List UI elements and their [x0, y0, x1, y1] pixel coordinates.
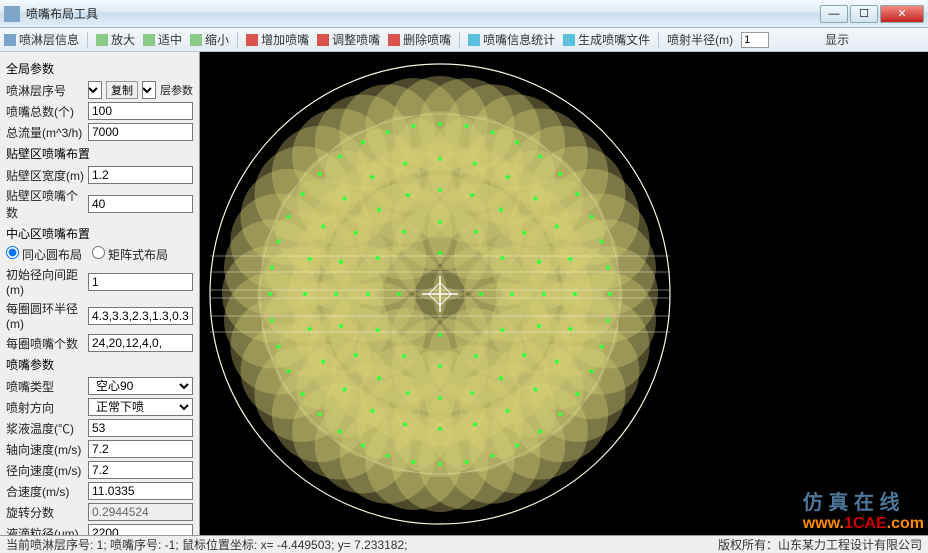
- layer-param-suffix: 层参数: [160, 82, 193, 98]
- spin-input[interactable]: [88, 503, 193, 521]
- tb-zoom-out-label: 缩小: [205, 31, 229, 48]
- tb-adjust-nozzle[interactable]: 调整喷嘴: [317, 31, 380, 48]
- layer-no-label: 喷淋层序号: [6, 82, 84, 99]
- tb-stats[interactable]: 喷嘴信息统计: [468, 31, 555, 48]
- canvas[interactable]: [200, 52, 928, 535]
- list-icon: [4, 34, 16, 46]
- statusbar: 当前喷淋层序号: 1; 喷嘴序号: -1; 鼠标位置坐标: x= -4.4495…: [0, 535, 928, 553]
- zoom-in-icon: [96, 34, 108, 46]
- total-flow-label: 总流量(m^3/h): [6, 124, 84, 141]
- total-flow-input[interactable]: [88, 123, 193, 141]
- slurry-temp-label: 浆液温度(℃): [6, 420, 84, 437]
- fit-icon: [143, 34, 155, 46]
- app-icon: [4, 6, 20, 22]
- nozzle-header: 喷嘴参数: [6, 356, 193, 373]
- tb-add-nozzle[interactable]: 增加喷嘴: [246, 31, 309, 48]
- layout-concentric[interactable]: 同心圆布局: [6, 246, 82, 263]
- copy-button[interactable]: 复制: [106, 81, 138, 99]
- tb-del-label: 删除喷嘴: [403, 31, 451, 48]
- init-gap-label: 初始径向间距(m): [6, 266, 84, 297]
- status-left: 当前喷淋层序号: 1; 喷嘴序号: -1; 鼠标位置坐标: x= -4.4495…: [6, 536, 407, 553]
- drop-label: 液滴粒径(um): [6, 525, 84, 536]
- layout-matrix-label: 矩阵式布局: [108, 248, 168, 262]
- tb-zoom-fit[interactable]: 适中: [143, 31, 182, 48]
- nozzle-type-select[interactable]: 空心90: [88, 377, 193, 395]
- tb-zoom-in-label: 放大: [111, 31, 135, 48]
- zoom-out-icon: [190, 34, 202, 46]
- plus-icon: [246, 34, 258, 46]
- layer-no-select[interactable]: 1: [88, 81, 102, 99]
- tb-layer-info[interactable]: 喷淋层信息: [4, 31, 79, 48]
- window-controls: — ☐ ✕: [820, 5, 924, 23]
- tb-export-label: 生成喷嘴文件: [578, 31, 650, 48]
- show-label[interactable]: 显示: [825, 31, 849, 48]
- radial-v-input[interactable]: [88, 461, 193, 479]
- wall-width-label: 贴壁区宽度(m): [6, 167, 84, 184]
- center-header: 中心区喷嘴布置: [6, 225, 193, 242]
- wall-width-input[interactable]: [88, 166, 193, 184]
- stats-icon: [468, 34, 480, 46]
- ring-cnt-input[interactable]: [88, 334, 193, 352]
- toolbar: 喷淋层信息 放大 适中 缩小 增加喷嘴 调整喷嘴 删除喷嘴 喷嘴信息统计 生成喷…: [0, 28, 928, 52]
- tb-zoom-fit-label: 适中: [158, 31, 182, 48]
- close-button[interactable]: ✕: [880, 5, 924, 23]
- total-cnt-label: 喷嘴总数(个): [6, 103, 84, 120]
- total-v-input[interactable]: [88, 482, 193, 500]
- spray-layout-svg: [200, 52, 928, 535]
- total-cnt-input[interactable]: [88, 102, 193, 120]
- tb-delete-nozzle[interactable]: 删除喷嘴: [388, 31, 451, 48]
- tb-add-label: 增加喷嘴: [261, 31, 309, 48]
- watermark: 仿 真 在 线 www.1CAE.com: [803, 486, 924, 533]
- watermark-cn: 仿 真 在 线: [803, 486, 924, 515]
- spray-dir-select[interactable]: 正常下喷: [88, 398, 193, 416]
- minimize-button[interactable]: —: [820, 5, 848, 23]
- nozzle-type-label: 喷嘴类型: [6, 378, 84, 395]
- layer-param-select[interactable]: 1: [142, 81, 156, 99]
- ring-r-label: 每圈圆环半径(m): [6, 300, 84, 331]
- window-title: 喷嘴布局工具: [26, 5, 820, 22]
- watermark-url: www.1CAE.com: [803, 515, 924, 533]
- status-right: 版权所有：山东某力工程设计有限公司: [718, 536, 922, 553]
- maximize-button[interactable]: ☐: [850, 5, 878, 23]
- wall-cnt-input[interactable]: [88, 195, 193, 213]
- drop-input[interactable]: [88, 524, 193, 535]
- tb-layer-info-label: 喷淋层信息: [19, 31, 79, 48]
- radial-v-label: 径向速度(m/s): [6, 462, 84, 479]
- spin-label: 旋转分数: [6, 504, 84, 521]
- adjust-icon: [317, 34, 329, 46]
- tb-stats-label: 喷嘴信息统计: [483, 31, 555, 48]
- init-gap-input[interactable]: [88, 273, 193, 291]
- layout-concentric-label: 同心圆布局: [22, 248, 82, 262]
- ring-cnt-label: 每圈喷嘴个数: [6, 335, 84, 352]
- axial-v-input[interactable]: [88, 440, 193, 458]
- wall-header: 贴壁区喷嘴布置: [6, 145, 193, 162]
- axial-v-label: 轴向速度(m/s): [6, 441, 84, 458]
- radius-label: 喷射半径(m): [667, 31, 733, 48]
- spray-dir-label: 喷射方向: [6, 399, 84, 416]
- ring-r-input[interactable]: [88, 307, 193, 325]
- tb-zoom-in[interactable]: 放大: [96, 31, 135, 48]
- sidebar: 全局参数 喷淋层序号 1 复制 1 层参数 喷嘴总数(个) 总流量(m^3/h)…: [0, 52, 200, 535]
- total-v-label: 合速度(m/s): [6, 483, 84, 500]
- layout-matrix[interactable]: 矩阵式布局: [92, 246, 168, 263]
- global-header: 全局参数: [6, 60, 193, 77]
- wall-cnt-label: 贴壁区喷嘴个数: [6, 187, 84, 221]
- minus-icon: [388, 34, 400, 46]
- radius-input[interactable]: [741, 32, 769, 48]
- tb-export[interactable]: 生成喷嘴文件: [563, 31, 650, 48]
- slurry-temp-input[interactable]: [88, 419, 193, 437]
- tb-adjust-label: 调整喷嘴: [332, 31, 380, 48]
- titlebar: 喷嘴布局工具 — ☐ ✕: [0, 0, 928, 28]
- tb-zoom-out[interactable]: 缩小: [190, 31, 229, 48]
- export-icon: [563, 34, 575, 46]
